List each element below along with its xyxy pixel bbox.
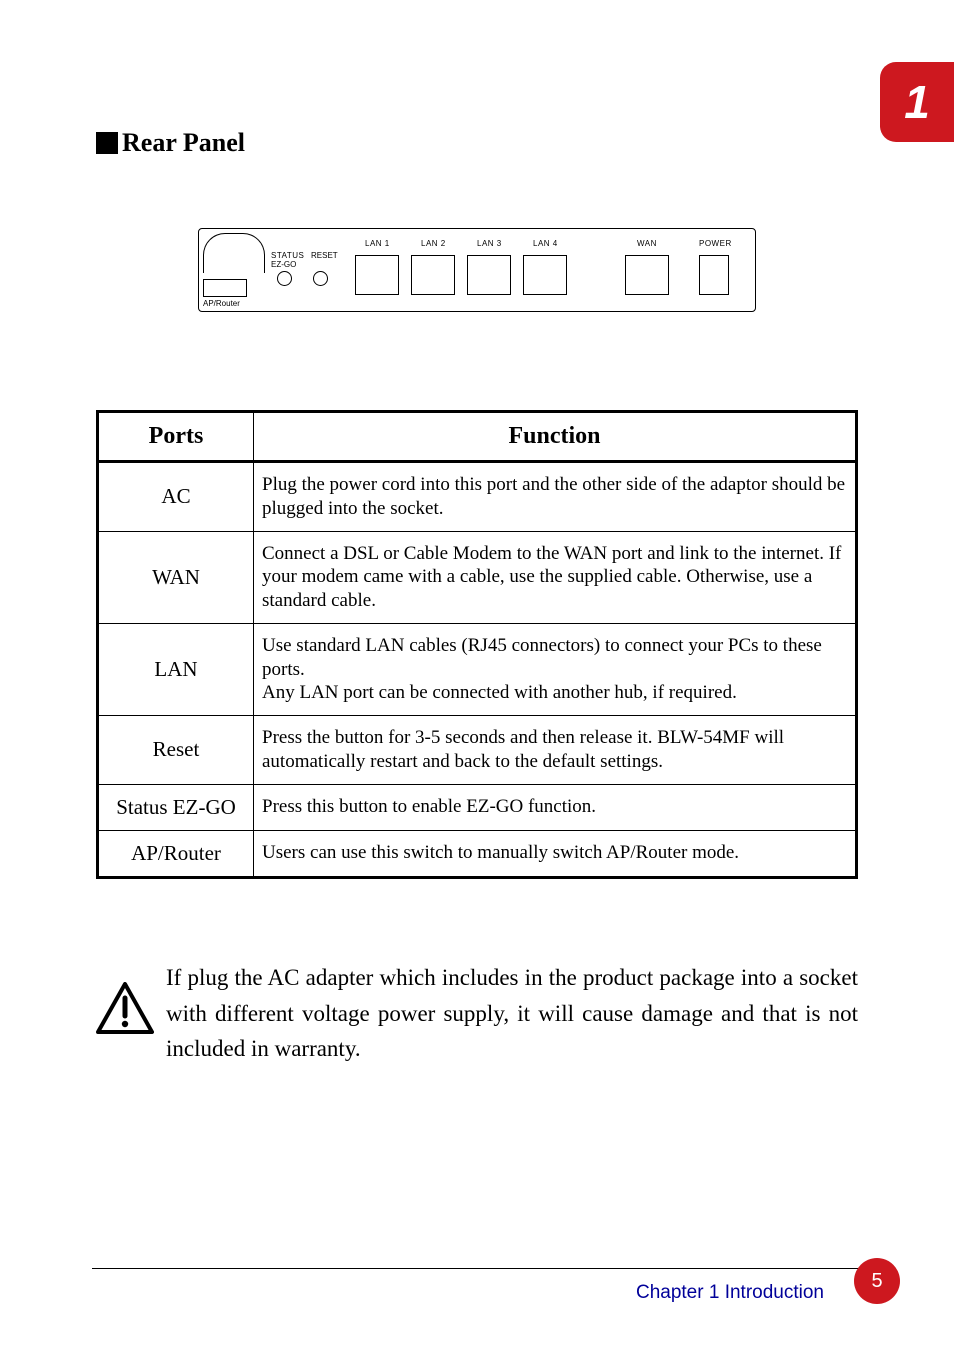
footer-rule — [92, 1268, 858, 1269]
table-row: Reset Press the button for 3-5 seconds a… — [98, 716, 857, 785]
port-lan4 — [523, 255, 567, 295]
port-power — [699, 255, 729, 295]
cell-fn: Press the button for 3-5 seconds and the… — [254, 716, 857, 785]
table-row: AP/Router Users can use this switch to m… — [98, 830, 857, 877]
page-number: 5 — [871, 1270, 882, 1293]
port-lan2 — [411, 255, 455, 295]
cell-port: Reset — [98, 716, 254, 785]
warning-block: If plug the AC adapter which includes in… — [96, 960, 858, 1067]
table-row: LAN Use standard LAN cables (RJ45 connec… — [98, 623, 857, 715]
label-lan3: LAN 3 — [477, 239, 502, 248]
th-function: Function — [254, 412, 857, 462]
cell-fn: Plug the power cord into this port and t… — [254, 462, 857, 532]
label-lan2: LAN 2 — [421, 239, 446, 248]
port-wan — [625, 255, 669, 295]
cell-port: AP/Router — [98, 830, 254, 877]
cell-fn: Press this button to enable EZ-GO functi… — [254, 784, 857, 830]
label-lan1: LAN 1 — [365, 239, 390, 248]
footer-chapter-label: Chapter 1 Introduction — [636, 1282, 824, 1304]
heading-text: Rear Panel — [122, 128, 245, 158]
diagram-inner: STATUS EZ-GO RESET AP/Router LAN 1 LAN 2… — [199, 229, 755, 311]
table-row: WAN Connect a DSL or Cable Modem to the … — [98, 531, 857, 623]
page: 1 Rear Panel STATUS EZ-GO RESET AP/Route… — [0, 0, 954, 1351]
heading-bullet — [96, 132, 118, 154]
cell-fn: Users can use this switch to manually sw… — [254, 830, 857, 877]
table-header-row: Ports Function — [98, 412, 857, 462]
label-reset: RESET — [311, 251, 338, 260]
cell-port: AC — [98, 462, 254, 532]
warning-icon — [96, 982, 164, 1039]
label-lan4: LAN 4 — [533, 239, 558, 248]
ap-router-switch-icon — [203, 279, 247, 297]
rear-panel-diagram: STATUS EZ-GO RESET AP/Router LAN 1 LAN 2… — [198, 228, 756, 312]
table-row: AC Plug the power cord into this port an… — [98, 462, 857, 532]
cell-port: WAN — [98, 531, 254, 623]
label-status: STATUS — [271, 251, 304, 260]
cell-port: Status EZ-GO — [98, 784, 254, 830]
section-heading: Rear Panel — [96, 128, 245, 158]
table-row: Status EZ-GO Press this button to enable… — [98, 784, 857, 830]
antenna-outline — [203, 233, 265, 273]
label-power: POWER — [699, 239, 732, 248]
label-wan: WAN — [637, 239, 657, 248]
cell-port: LAN — [98, 623, 254, 715]
ezgo-button-icon — [277, 271, 292, 286]
label-ap-router: AP/Router — [203, 299, 240, 308]
chapter-tab: 1 — [880, 62, 954, 142]
warning-text: If plug the AC adapter which includes in… — [166, 960, 858, 1067]
ports-table: Ports Function AC Plug the power cord in… — [96, 410, 858, 879]
port-lan1 — [355, 255, 399, 295]
chapter-number: 1 — [904, 75, 930, 129]
cell-fn: Use standard LAN cables (RJ45 connectors… — [254, 623, 857, 715]
cell-fn: Connect a DSL or Cable Modem to the WAN … — [254, 531, 857, 623]
label-ezgo: EZ-GO — [271, 260, 296, 269]
reset-button-icon — [313, 271, 328, 286]
page-number-badge: 5 — [854, 1258, 900, 1304]
port-lan3 — [467, 255, 511, 295]
th-ports: Ports — [98, 412, 254, 462]
